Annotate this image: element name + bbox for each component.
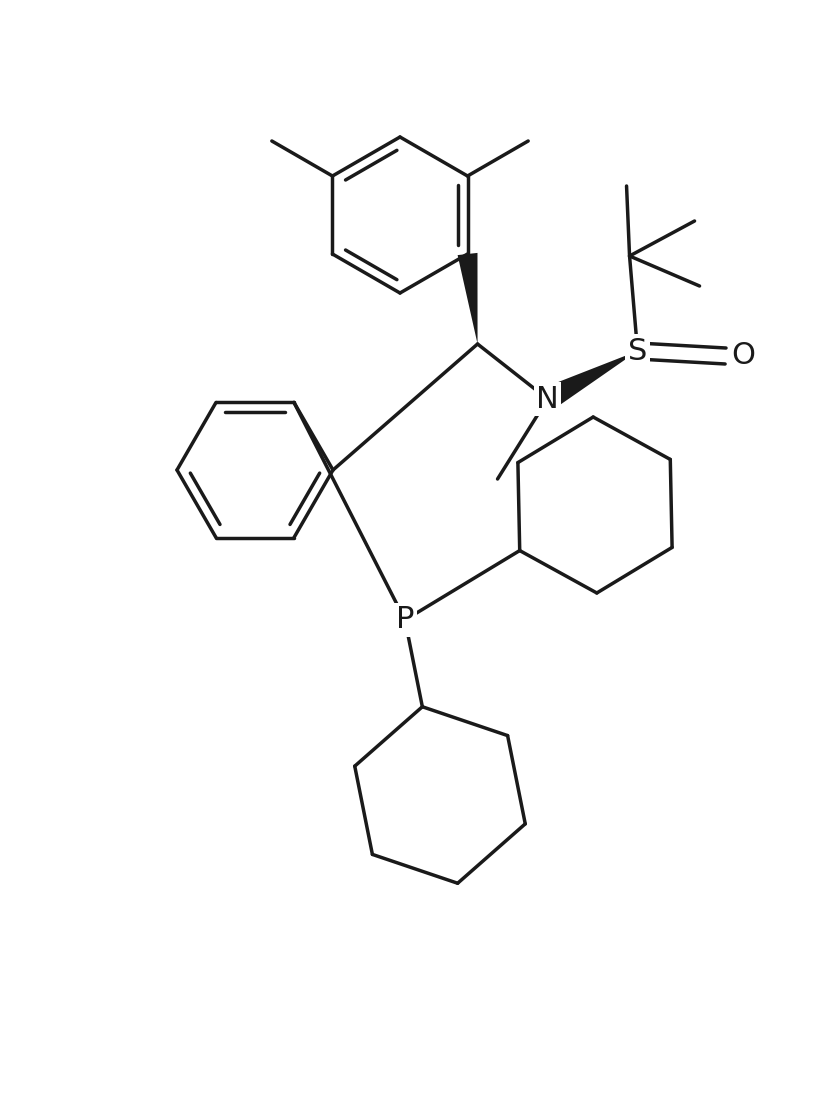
Text: P: P	[396, 606, 414, 635]
Text: N: N	[536, 385, 559, 414]
Text: O: O	[731, 341, 755, 371]
Text: S: S	[628, 337, 647, 366]
Polygon shape	[542, 352, 637, 410]
Polygon shape	[458, 253, 478, 344]
